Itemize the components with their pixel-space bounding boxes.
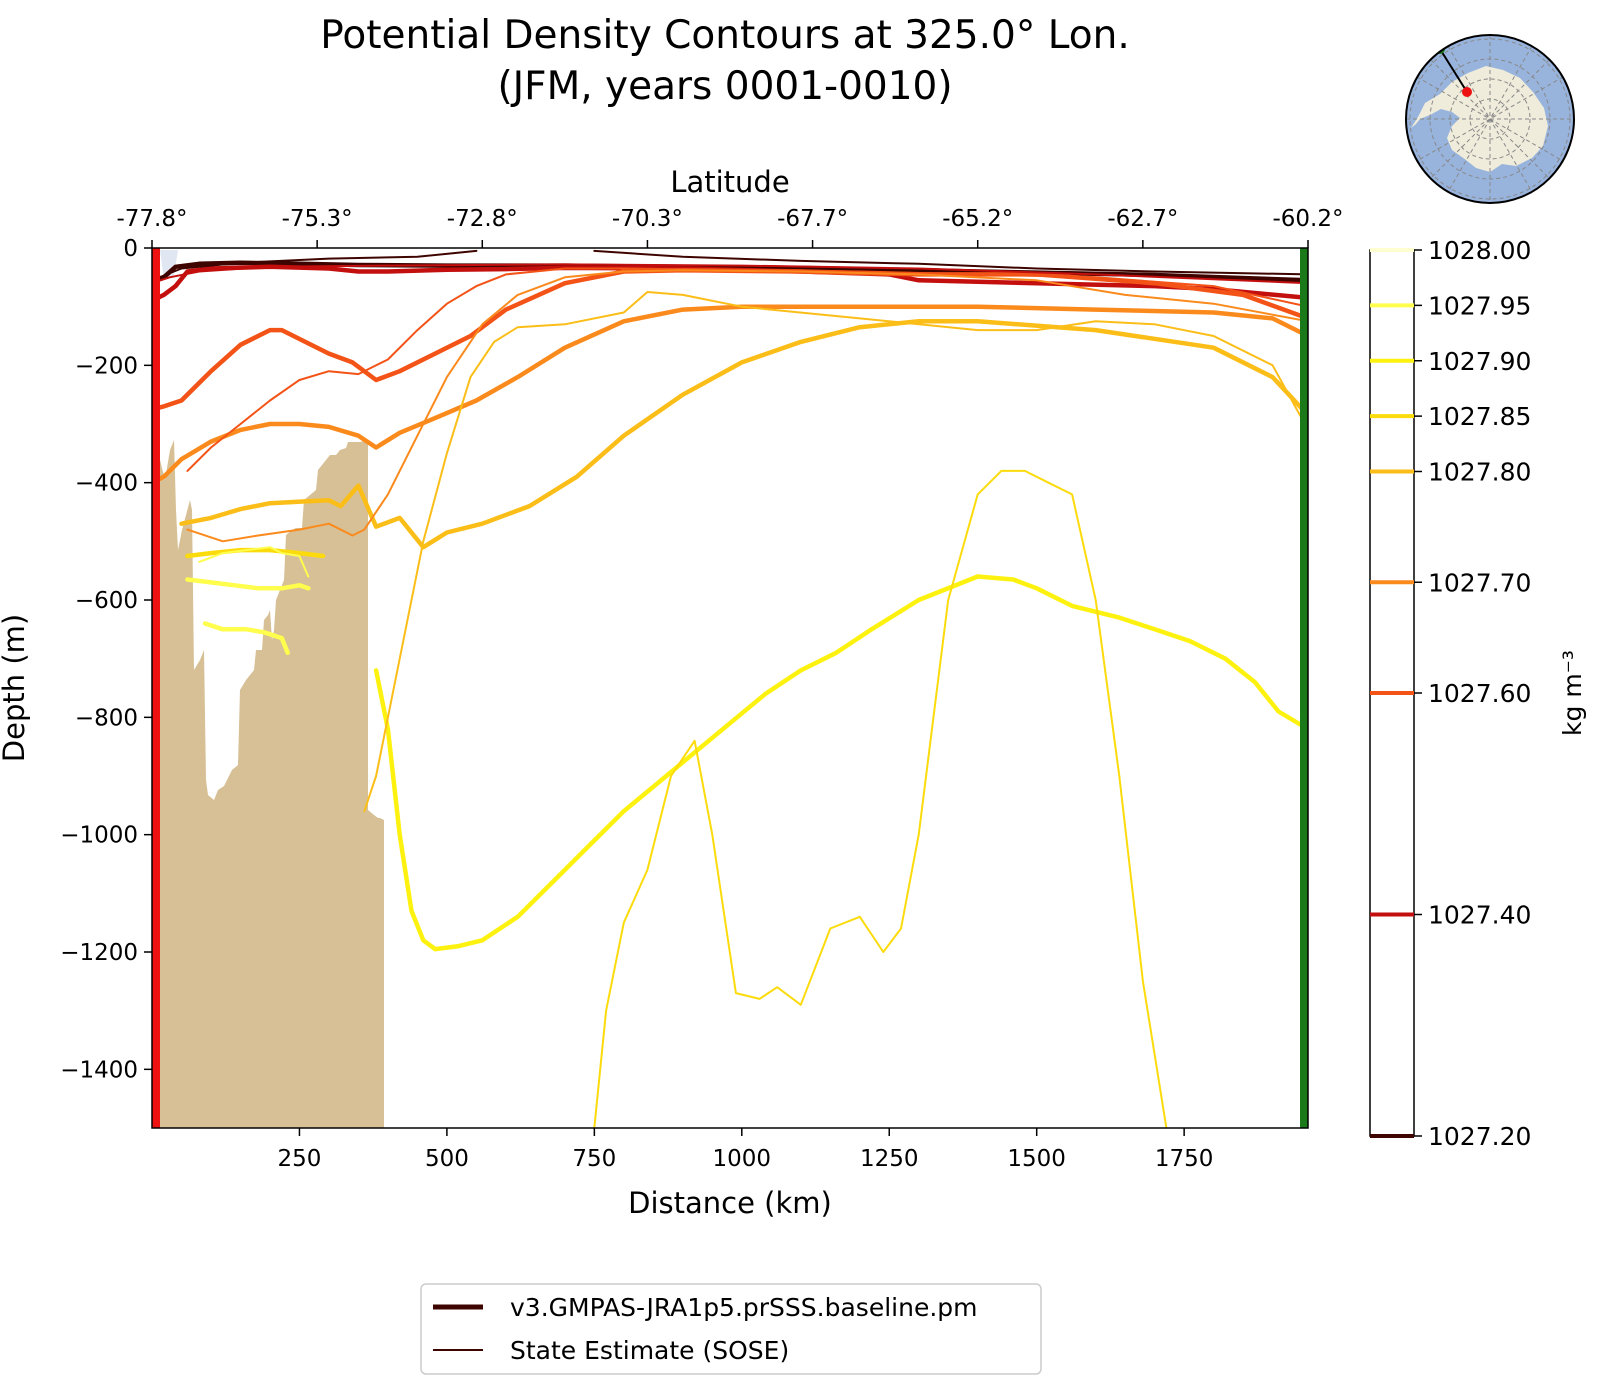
colorbar-tick-label: 1027.40 [1428,901,1531,930]
sose-contour-11 [152,263,1308,285]
colorbar-label: kg m⁻³ [1558,650,1587,736]
y-axis-label: Depth (m) [0,614,31,762]
sose-contour-16 [198,546,310,578]
chart-title-line1: Potential Density Contours at 325.0° Lon… [320,13,1130,58]
model-contour-7 [185,577,311,591]
legend-frame [420,1283,1042,1375]
section-start-dot [1462,87,1472,97]
top-axis-ticks: -77.8° -75.3° -72.8° -70.3° -67.7° -65.2° -62.… [116,206,1344,248]
left-tick-label: −200 [75,353,138,379]
sose-contour-9 [152,249,478,282]
top-tick-label: -60.2° [1272,206,1343,232]
top-tick-label: -70.3° [612,206,683,232]
top-tick-label: -75.3° [282,206,353,232]
bottom-tick-label: 1250 [860,1146,919,1172]
bottom-tick-label: 250 [277,1146,321,1172]
plot-area [151,247,1309,1129]
land-mask [160,440,384,1128]
bottom-tick-label: 750 [572,1146,616,1172]
left-tick-label: 0 [123,236,138,262]
top-tick-label: -72.8° [447,206,518,232]
sose-contour-10 [593,249,1308,276]
top-tick-label: -65.2° [942,206,1013,232]
legend-label-model: v3.GMPAS-JRA1p5.prSSS.baseline.pm [510,1293,978,1322]
colorbar-tick-label: 1027.95 [1428,291,1531,320]
chart-title-line2: (JFM, years 0001-0010) [497,64,952,109]
left-tick-label: −1200 [60,940,138,966]
colorbar: 1027.20 1027.40 1027.60 1027.70 1027.80 1027.… [1369,236,1587,1151]
colorbar-level-lines [1370,248,1414,1138]
graticule [1406,35,1574,203]
model-contour-5 [185,547,326,559]
x-axis-label: Distance (km) [628,1186,832,1220]
plot-frame [151,247,1309,1129]
left-tick-label: −400 [75,471,138,497]
legend-label-sose: State Estimate (SOSE) [510,1336,789,1365]
bottom-tick-label: 1750 [1155,1146,1214,1172]
colorbar-tick-label: 1027.80 [1428,458,1531,487]
section-start-marker [152,248,160,1128]
colorbar-ticks: 1027.20 1027.40 1027.60 1027.70 1027.80 1027.… [1414,236,1531,1151]
colorbar-tick-label: 1027.90 [1428,347,1531,376]
top-tick-label: -62.7° [1107,206,1178,232]
model-contour-8 [202,621,290,656]
colorbar-tick-label: 1027.20 [1428,1122,1531,1151]
colorbar-tick-label: 1027.85 [1428,402,1531,431]
left-tick-label: −600 [75,588,138,614]
bottom-axis-ticks: 250 500 750 1000 1250 1500 1750 [277,1128,1213,1172]
section-line [1439,48,1468,93]
sose-contour-15 [593,469,1168,1128]
inset-polar-map [1405,34,1575,204]
left-tick-label: −1400 [60,1057,138,1083]
legend: v3.GMPAS-JRA1p5.prSSS.baseline.pm State … [420,1283,1042,1375]
sose-contour-14 [363,291,1308,813]
bottom-tick-label: 1000 [713,1146,772,1172]
top-axis-label: Latitude [670,165,789,199]
top-tick-label: -77.8° [116,206,187,232]
top-tick-label: -67.7° [777,206,848,232]
left-tick-label: −800 [75,705,138,731]
colorbar-tick-label: 1028.00 [1428,236,1531,265]
section-end-marker [1300,248,1308,1128]
left-axis-ticks: 0 −200 −400 −600 −800 −1000 −1200 −1400 [60,236,152,1083]
inset-frame [1405,34,1575,204]
sose-contour-12 [186,267,1308,472]
model-contour-6 [373,574,1308,952]
model-contour-3 [152,304,1308,485]
model-contour-1 [152,264,1308,304]
bottom-tick-label: 500 [425,1146,469,1172]
bottom-tick-label: 1500 [1007,1146,1066,1172]
colorbar-tick-label: 1027.70 [1428,568,1531,597]
sose-contours [152,249,1308,1128]
sose-contour-13 [186,269,1308,543]
model-contour-4 [179,319,1308,550]
model-contours [152,260,1308,952]
colorbar-tick-label: 1027.60 [1428,679,1531,708]
left-tick-label: −1000 [60,823,138,849]
